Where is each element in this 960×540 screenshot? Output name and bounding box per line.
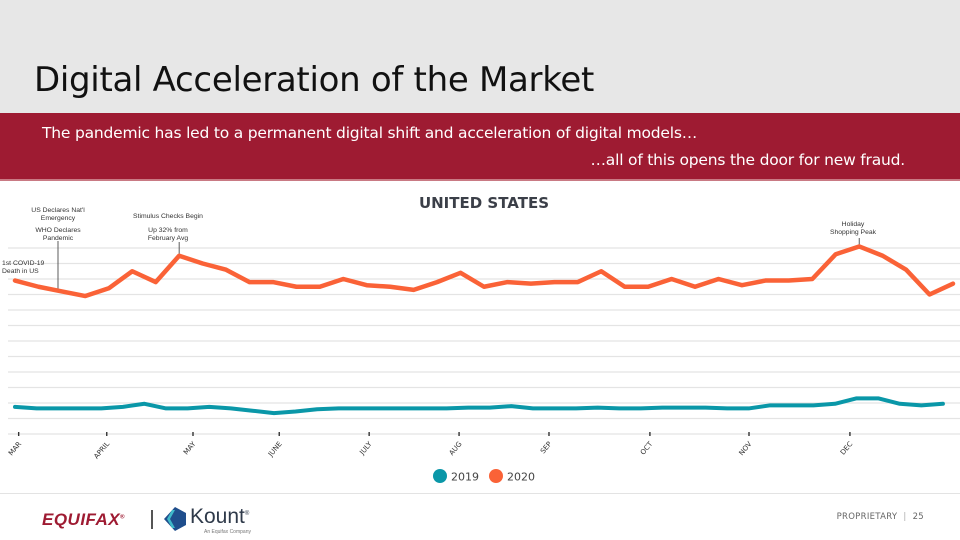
annotation-holiday: Holiday	[842, 221, 865, 228]
x-tick-label: DEC	[839, 440, 855, 456]
logo-separator	[151, 510, 153, 529]
x-tick-label: JUNE	[266, 440, 284, 459]
equifax-logo: EQUIFAX®	[42, 510, 126, 529]
x-tick-label: AUG	[448, 440, 464, 457]
footer-label: PROPRIETARY | 25	[836, 512, 924, 522]
equifax-logo-text: EQUIFAX	[42, 510, 121, 529]
slide-title: Digital Acceleration of the Market	[34, 60, 595, 100]
header-band	[0, 0, 960, 113]
annotation-holiday: Shopping Peak	[830, 229, 877, 236]
x-axis: MAR APRIL MAY JUNE JULY AUG SEP OCT NOV DEC	[7, 432, 855, 460]
annotation-covid-death: Death in US	[2, 268, 39, 275]
annotation-emergency: Emergency	[41, 215, 76, 222]
annotation-stimulus: Up 32% from	[148, 227, 188, 234]
legend-label-2019: 2019	[451, 471, 479, 484]
x-tick-label: NOV	[737, 440, 753, 457]
banner-text-line-1: The pandemic has led to a permanent digi…	[42, 124, 698, 142]
x-tick-label: SEP	[539, 440, 554, 455]
subtitle-banner: The pandemic has led to a permanent digi…	[0, 113, 960, 181]
x-tick-label: MAY	[182, 440, 198, 457]
banner-text-line-2: …all of this opens the door for new frau…	[590, 151, 906, 169]
proprietary-label: PROPRIETARY	[836, 512, 898, 522]
annotation-emergency: US Declares Nat'l	[31, 207, 85, 214]
legend-marker-2019	[433, 469, 447, 483]
chart-title: UNITED STATES	[419, 194, 549, 212]
legend-label-2020: 2020	[507, 471, 535, 484]
legend: 2019 2020	[433, 469, 535, 484]
x-tick-label: OCT	[639, 440, 655, 457]
x-tick-label: JULY	[358, 440, 375, 458]
annotation-pandemic: Pandemic	[43, 235, 74, 242]
annotation-stimulus: Stimulus Checks Begin	[133, 213, 203, 220]
kount-logo-text: Kount	[190, 505, 245, 528]
x-tick-label: MAR	[7, 440, 23, 457]
series-lines	[12, 244, 956, 416]
us-traffic-line-chart: UNITED STATES MAR APRIL MAY JUNE JULY AUG SEP O…	[2, 194, 960, 484]
legend-marker-2020	[489, 469, 503, 483]
x-tick-label: APRIL	[92, 440, 111, 460]
annotation-stimulus: February Avg	[148, 235, 189, 242]
kount-tagline: An Equifax Company	[204, 529, 251, 535]
series-line-2019	[13, 396, 945, 416]
annotation-pandemic: WHO Declares	[35, 227, 81, 234]
annotation-covid-death: 1st COVID-19	[2, 260, 45, 267]
series-line-2020	[12, 244, 956, 299]
page-number: 25	[912, 512, 924, 522]
footer-divider	[0, 493, 960, 494]
kount-logo: Kount®	[190, 505, 250, 528]
kount-logo-icon	[164, 507, 186, 531]
